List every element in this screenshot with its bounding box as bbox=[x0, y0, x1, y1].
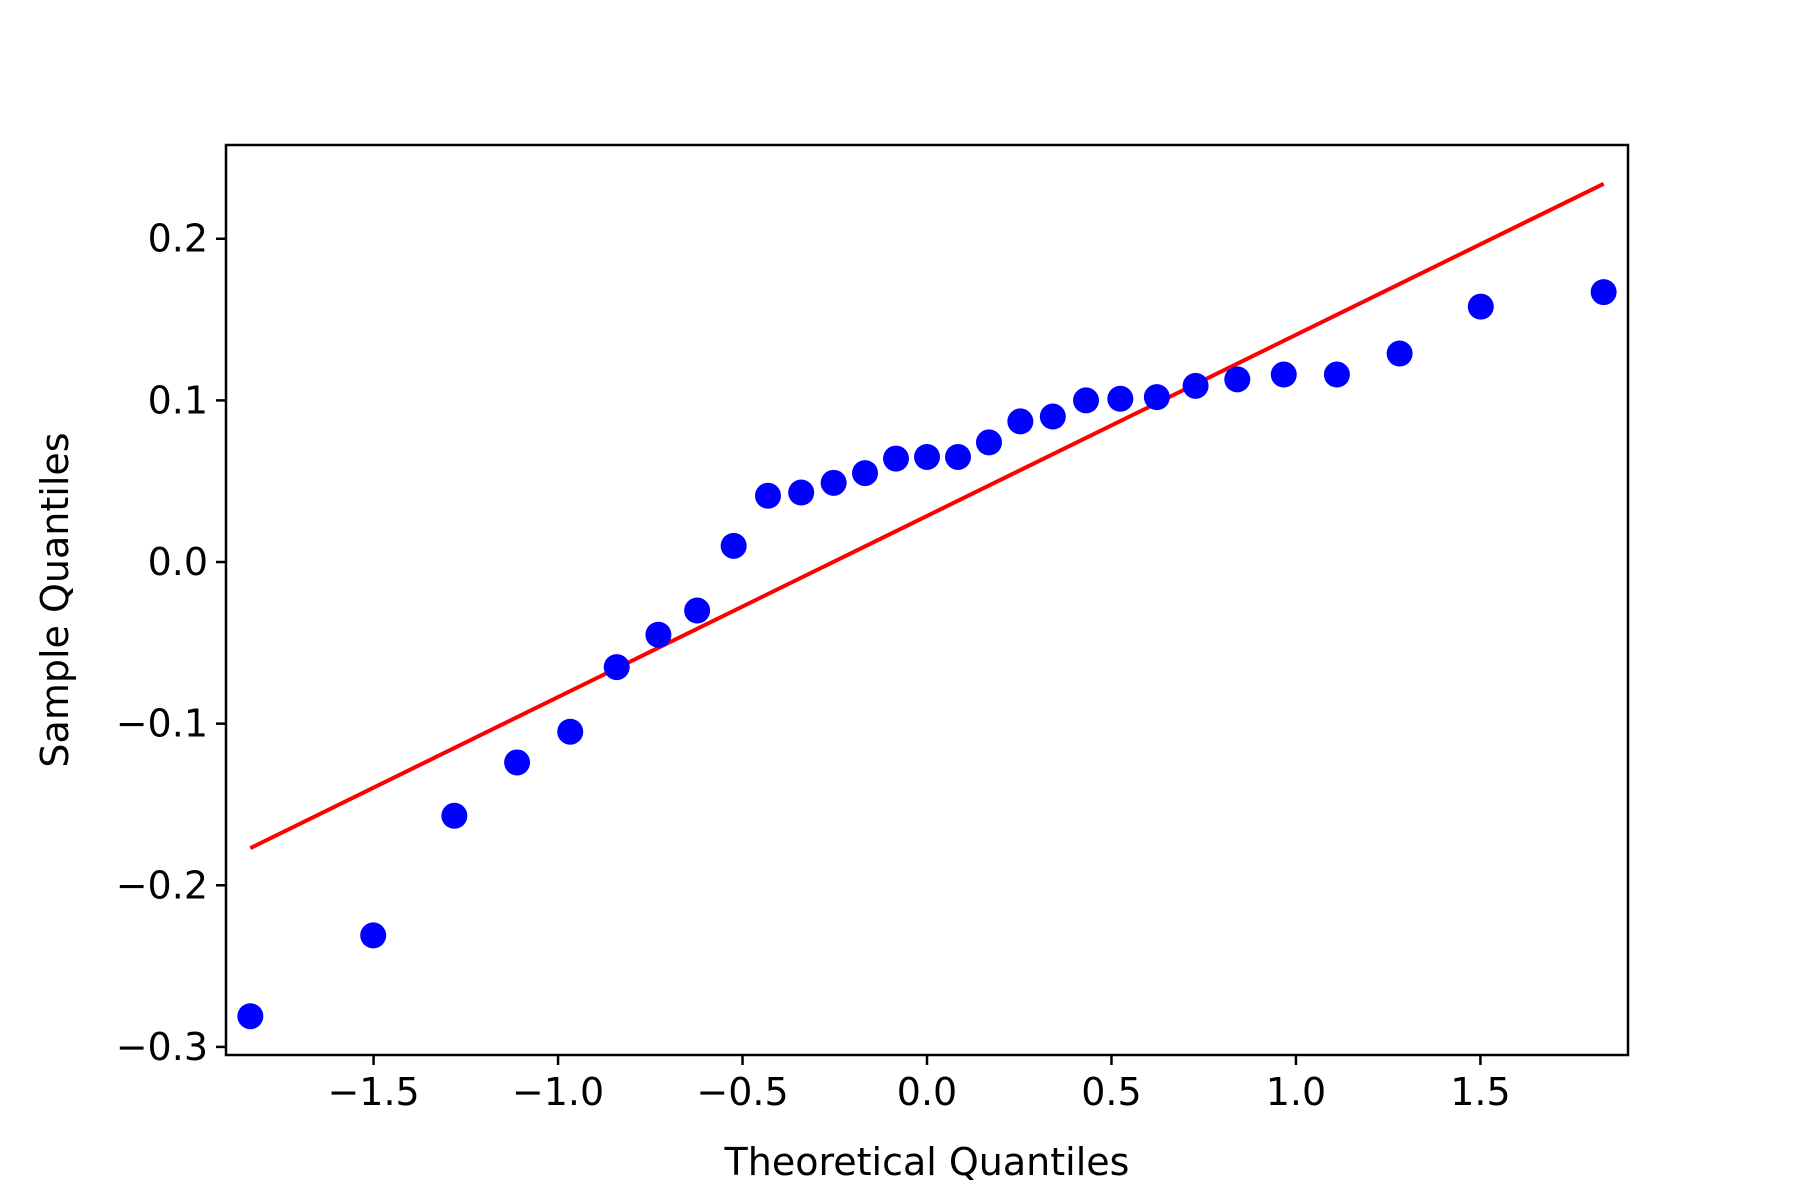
sample-point bbox=[441, 802, 468, 829]
sample-point bbox=[557, 718, 584, 745]
y-axis: −0.3 −0.2 −0.1 0.0 0.1 0.2 bbox=[116, 217, 226, 1069]
x-tick-label: −1.0 bbox=[512, 1070, 604, 1114]
sample-point bbox=[975, 429, 1002, 456]
sample-point bbox=[1073, 387, 1100, 414]
sample-point bbox=[1590, 279, 1617, 306]
sample-point bbox=[754, 482, 781, 509]
sample-point bbox=[1224, 366, 1251, 393]
y-tick-label: 0.2 bbox=[148, 217, 208, 261]
sample-point bbox=[1386, 340, 1413, 367]
y-tick-label: −0.3 bbox=[116, 1025, 208, 1069]
sample-point bbox=[1270, 361, 1297, 388]
x-tick-label: 1.0 bbox=[1266, 1070, 1326, 1114]
sample-point bbox=[1323, 361, 1350, 388]
sample-point bbox=[1039, 403, 1066, 430]
plot-area bbox=[237, 181, 1617, 1030]
sample-point bbox=[1007, 408, 1034, 435]
sample-point bbox=[944, 443, 971, 470]
sample-point bbox=[1143, 384, 1170, 411]
sample-point bbox=[852, 460, 879, 487]
y-tick-label: 0.0 bbox=[148, 540, 208, 584]
sample-point bbox=[1107, 385, 1134, 412]
y-tick-label: −0.1 bbox=[116, 702, 208, 746]
y-tick-label: −0.2 bbox=[116, 863, 208, 907]
y-axis-label: Sample Quantiles bbox=[33, 432, 77, 767]
sample-point bbox=[1182, 372, 1209, 399]
sample-point bbox=[720, 532, 747, 559]
sample-point bbox=[788, 479, 815, 506]
sample-point bbox=[914, 443, 940, 470]
sample-point bbox=[237, 1003, 264, 1030]
reference-line bbox=[249, 181, 1605, 850]
sample-point bbox=[1467, 293, 1494, 320]
y-tick-label: 0.1 bbox=[148, 378, 208, 422]
x-axis: −1.5 −1.0 −0.5 0.0 0.5 1.0 1.5 bbox=[327, 1055, 1511, 1114]
plot-frame bbox=[224, 143, 1630, 1057]
sample-point bbox=[820, 469, 847, 496]
x-tick-label: −1.5 bbox=[327, 1070, 419, 1114]
x-tick-label: 1.5 bbox=[1450, 1070, 1510, 1114]
sample-point bbox=[645, 621, 672, 648]
x-tick-label: 0.0 bbox=[897, 1070, 957, 1114]
x-tick-label: −0.5 bbox=[696, 1070, 788, 1114]
sample-point bbox=[360, 922, 387, 949]
sample-point bbox=[883, 445, 910, 472]
x-axis-label: Theoretical Quantiles bbox=[724, 1140, 1130, 1184]
sample-point bbox=[504, 749, 531, 776]
sample-point bbox=[684, 597, 711, 624]
x-tick-label: 0.5 bbox=[1081, 1070, 1141, 1114]
sample-point bbox=[603, 654, 630, 681]
